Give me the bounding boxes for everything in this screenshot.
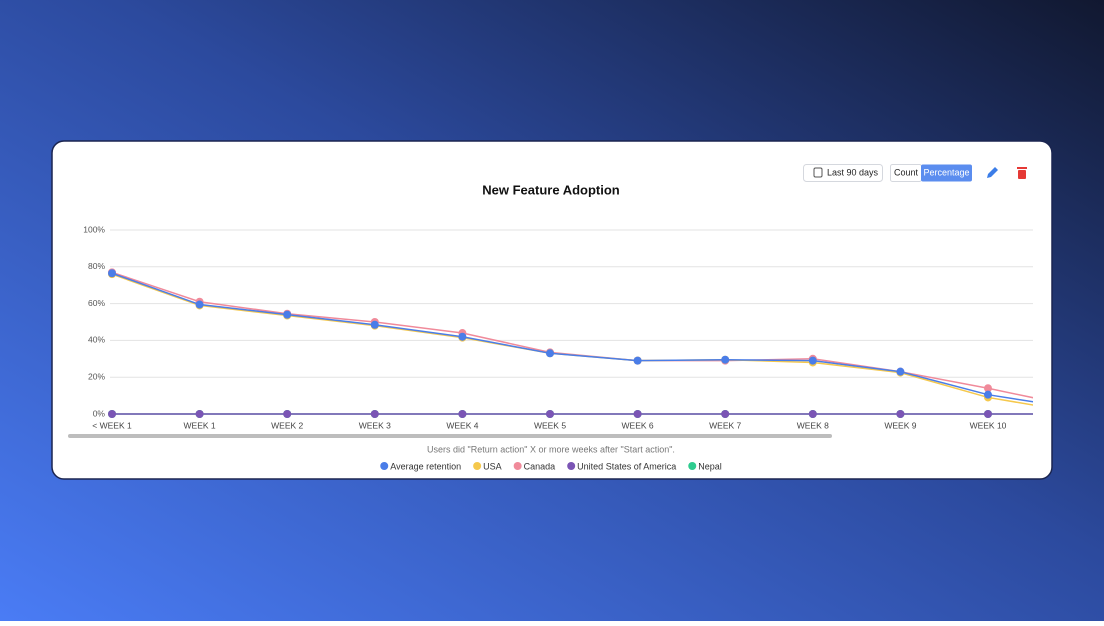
data-point: [283, 310, 292, 319]
data-point: [195, 410, 204, 418]
legend-item: Average retention: [380, 461, 461, 471]
data-point: [108, 269, 116, 278]
data-point: [896, 367, 905, 376]
data-point: [984, 410, 992, 418]
toggle-label: Count: [894, 167, 919, 177]
data-point: [370, 410, 379, 418]
data-point: [546, 410, 554, 418]
legend-item: USA: [473, 461, 502, 471]
data-point: [633, 410, 642, 418]
data-point: [458, 332, 467, 341]
data-point: [283, 410, 292, 418]
y-tick-label: 100%: [83, 224, 105, 234]
legend-label: USA: [483, 461, 502, 471]
plot-area: [108, 268, 1033, 418]
date-button[interactable]: Last 90 days: [803, 164, 883, 182]
legend-label: United States of America: [577, 461, 676, 471]
legend-marker: [513, 462, 522, 470]
y-tick-label: 60%: [88, 298, 105, 308]
x-tick-label: WEEK 3: [359, 420, 391, 430]
x-tick-label: < WEEK 1: [92, 420, 132, 430]
legend-label: Average retention: [390, 461, 461, 471]
x-tick-label: WEEK 10: [970, 420, 1007, 430]
legend-item: United States of America: [567, 461, 676, 471]
legend-marker: [688, 462, 697, 470]
x-tick-label: WEEK 1: [184, 420, 216, 430]
data-point: [896, 410, 905, 418]
toggle-label: Percentage: [923, 167, 969, 177]
data-point: [721, 410, 730, 418]
data-point: [546, 349, 554, 358]
x-tick-label: WEEK 6: [622, 420, 654, 430]
x-tick-label: WEEK 2: [271, 420, 303, 430]
y-tick-label: 80%: [88, 261, 105, 271]
legend-marker: [567, 462, 576, 470]
series-line: [111, 272, 1033, 403]
x-tick-label: WEEK 4: [446, 420, 478, 430]
data-point: [808, 410, 817, 418]
data-point: [370, 320, 379, 329]
count-toggle[interactable]: Count: [890, 164, 922, 182]
y-tick-label: 0%: [93, 408, 106, 418]
legend-marker: [473, 462, 482, 470]
x-axis-label: Users did "Return action" X or more week…: [427, 444, 675, 454]
legend: Average retention USA Canada United States …: [380, 461, 722, 471]
percentage-toggle[interactable]: Percentage: [921, 164, 972, 182]
data-point: [633, 356, 642, 365]
card: [51, 140, 1053, 480]
x-tick-label: WEEK 8: [797, 420, 829, 430]
chart-title: New Feature Adoption: [482, 182, 620, 197]
data-point: [808, 356, 817, 365]
legend-marker: [380, 462, 389, 470]
x-tick-label: WEEK 7: [709, 420, 741, 430]
data-point: [984, 390, 992, 399]
x-tick-label: WEEK 5: [534, 420, 566, 430]
data-point: [984, 384, 992, 393]
data-point: [108, 410, 116, 418]
date-label: Last 90 days: [827, 167, 879, 177]
data-point: [721, 355, 730, 364]
legend-label: Canada: [524, 461, 556, 471]
legend-item: Canada: [513, 461, 556, 471]
edit-icon[interactable]: [987, 167, 998, 178]
data-point: [195, 300, 204, 309]
delete-icon[interactable]: [1017, 167, 1027, 179]
scrollbar[interactable]: [68, 434, 832, 438]
y-tick-label: 40%: [88, 335, 105, 345]
legend-label: Nepal: [698, 461, 722, 471]
legend-item: Nepal: [688, 461, 722, 471]
y-tick-label: 20%: [88, 371, 105, 381]
data-point: [458, 410, 467, 418]
x-tick-label: WEEK 9: [884, 420, 916, 430]
